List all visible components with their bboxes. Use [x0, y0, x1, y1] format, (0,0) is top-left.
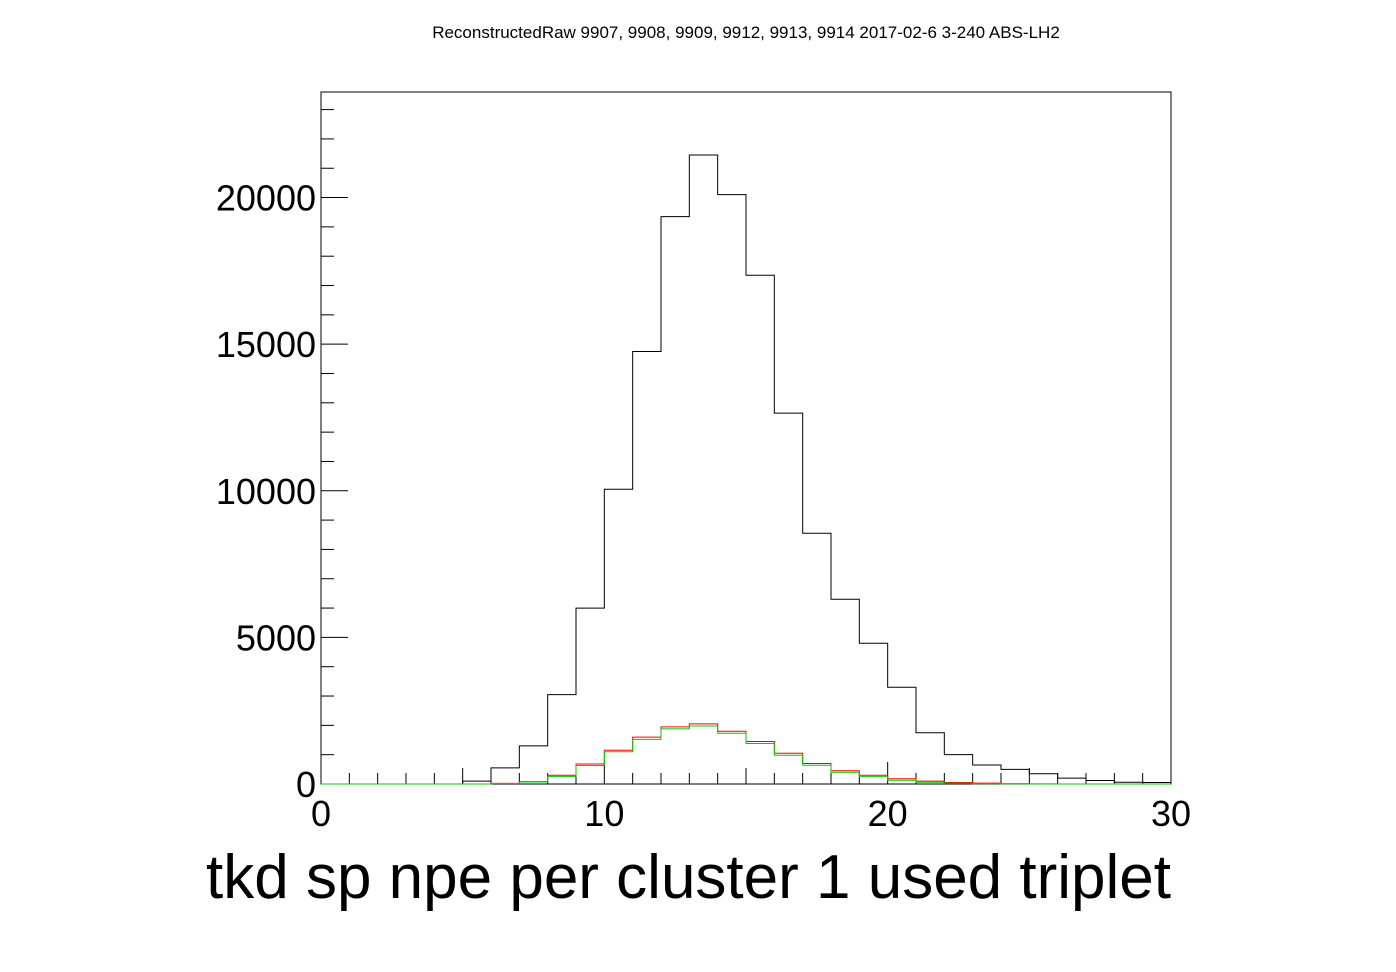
y-tick-label: 20000 — [216, 178, 316, 219]
x-tick-label: 20 — [868, 793, 908, 834]
chart-title: ReconstructedRaw 9907, 9908, 9909, 9912,… — [432, 23, 1060, 42]
x-axis-ticks — [320, 762, 1172, 784]
series-layer — [321, 154, 1171, 785]
y-axis-tick-labels: 0 5000 10000 15000 20000 — [216, 178, 316, 805]
x-axis-tick-labels: 0 10 20 30 — [311, 793, 1191, 834]
histogram-series-1 — [321, 154, 1171, 785]
y-tick-label: 5000 — [236, 617, 316, 658]
y-axis-ticks — [321, 109, 348, 785]
x-tick-label: 10 — [584, 793, 624, 834]
x-tick-label: 0 — [311, 793, 331, 834]
y-tick-label: 0 — [296, 764, 316, 805]
x-axis-label: tkd sp npe per cluster 1 used triplet — [206, 843, 1171, 912]
y-tick-label: 10000 — [216, 471, 316, 512]
y-tick-label: 15000 — [216, 324, 316, 365]
histogram-series-3 — [321, 725, 1171, 785]
x-tick-label: 30 — [1151, 793, 1191, 834]
